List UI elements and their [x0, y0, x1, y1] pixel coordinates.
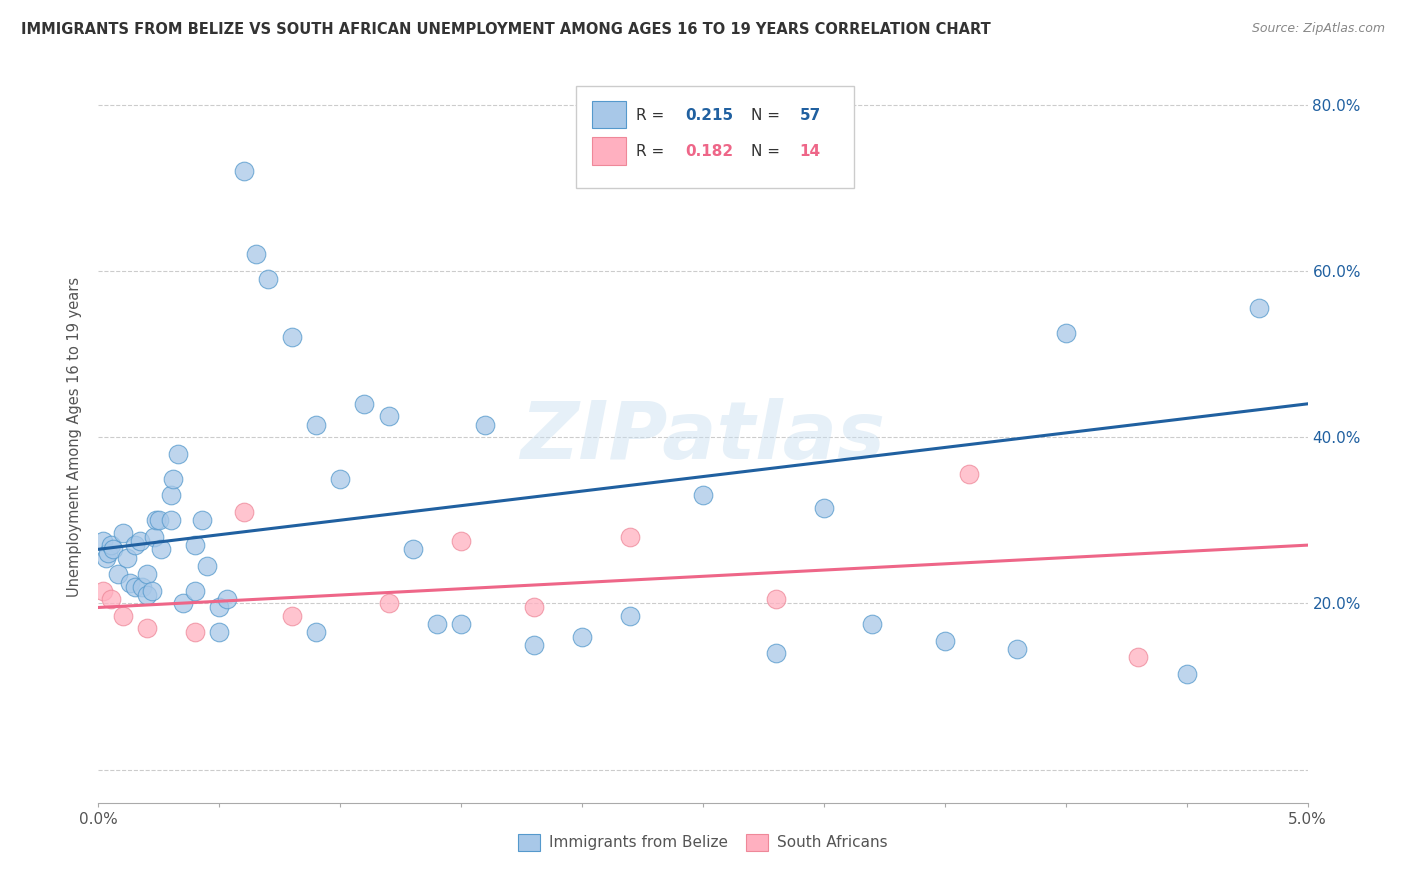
Text: 0.215: 0.215 [685, 108, 733, 123]
Point [172, 596, 194, 610]
Point [111, 608, 134, 623]
Point [860, 617, 883, 632]
Point [256, 272, 278, 286]
Point [195, 558, 218, 573]
Point [305, 625, 328, 640]
FancyBboxPatch shape [592, 101, 626, 128]
Point [450, 533, 472, 548]
Point [191, 513, 214, 527]
Text: IMMIGRANTS FROM BELIZE VS SOUTH AFRICAN UNEMPLOYMENT AMONG AGES 16 TO 19 YEARS C: IMMIGRANTS FROM BELIZE VS SOUTH AFRICAN … [21, 22, 991, 37]
Point [619, 530, 641, 544]
Point [353, 397, 375, 411]
Point [765, 592, 787, 607]
Point [474, 417, 496, 432]
Point [571, 630, 593, 644]
Text: 57: 57 [800, 108, 821, 123]
Point [208, 600, 231, 615]
Point [135, 621, 157, 635]
Point [692, 488, 714, 502]
Point [111, 525, 134, 540]
Point [813, 500, 835, 515]
Point [934, 633, 956, 648]
Point [101, 542, 124, 557]
Text: 14: 14 [800, 145, 821, 160]
Point [245, 247, 267, 261]
Point [150, 542, 173, 557]
Point [91, 533, 114, 548]
Text: 0.182: 0.182 [685, 145, 733, 160]
Point [143, 530, 166, 544]
Text: R =: R = [637, 108, 669, 123]
Point [124, 580, 146, 594]
Point [281, 608, 304, 623]
Point [107, 567, 129, 582]
Text: ZIPatlas: ZIPatlas [520, 398, 886, 476]
Point [91, 583, 114, 598]
Point [232, 164, 254, 178]
Point [100, 538, 122, 552]
Point [215, 592, 238, 607]
Point [523, 600, 546, 615]
Point [141, 583, 163, 598]
Point [232, 505, 254, 519]
Point [145, 513, 167, 527]
Point [619, 608, 641, 623]
FancyBboxPatch shape [576, 86, 855, 188]
Point [1175, 667, 1198, 681]
Point [329, 472, 352, 486]
Point [184, 625, 207, 640]
Point [450, 617, 472, 632]
Text: N =: N = [751, 108, 785, 123]
Point [124, 538, 146, 552]
Point [377, 409, 399, 424]
Point [167, 447, 190, 461]
Text: N =: N = [751, 145, 785, 160]
Point [97, 546, 120, 560]
Point [208, 625, 231, 640]
Point [148, 513, 170, 527]
Point [118, 575, 141, 590]
Point [162, 472, 184, 486]
Point [1007, 642, 1029, 657]
Point [117, 550, 139, 565]
Legend: Immigrants from Belize, South Africans: Immigrants from Belize, South Africans [512, 828, 894, 857]
Point [281, 330, 304, 344]
Point [402, 542, 425, 557]
Point [1128, 650, 1150, 665]
Point [957, 467, 980, 482]
Text: R =: R = [637, 145, 669, 160]
Point [426, 617, 449, 632]
Point [94, 550, 117, 565]
Point [131, 580, 153, 594]
Point [1054, 326, 1077, 341]
Point [160, 488, 183, 502]
Point [523, 638, 546, 652]
Point [160, 513, 183, 527]
Point [377, 596, 399, 610]
Point [1249, 301, 1271, 316]
Point [765, 646, 787, 660]
Point [305, 417, 328, 432]
Point [128, 533, 150, 548]
Point [184, 538, 207, 552]
Point [100, 592, 122, 607]
Y-axis label: Unemployment Among Ages 16 to 19 years: Unemployment Among Ages 16 to 19 years [67, 277, 83, 597]
Text: Source: ZipAtlas.com: Source: ZipAtlas.com [1251, 22, 1385, 36]
Point [135, 567, 157, 582]
Point [184, 583, 207, 598]
Point [135, 588, 157, 602]
FancyBboxPatch shape [592, 137, 626, 165]
